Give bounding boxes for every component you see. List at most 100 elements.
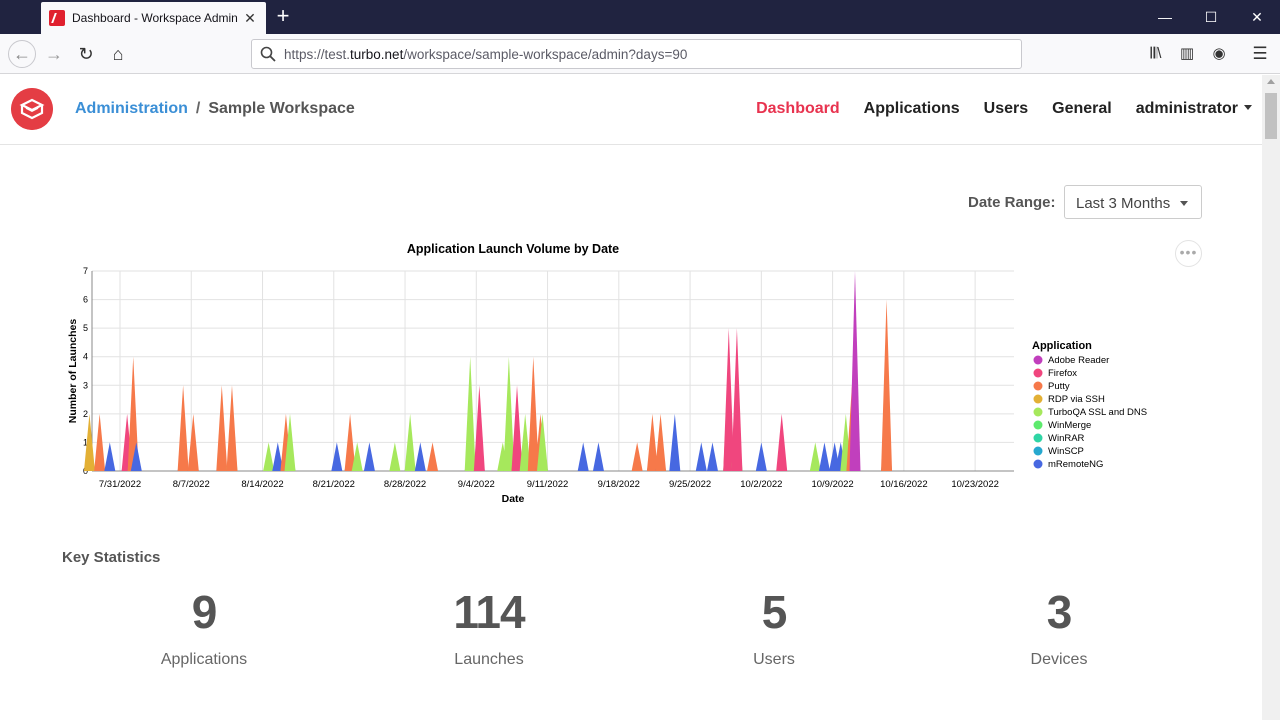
stat-value: 114 <box>453 586 525 638</box>
area-spike-mremoteng <box>272 442 284 471</box>
area-spike-turboqa-ssl-and-dns <box>809 442 821 471</box>
area-spike-putty <box>427 442 439 471</box>
legend-swatch <box>1033 420 1043 430</box>
date-range-select[interactable]: Last 3 Months <box>1064 185 1202 219</box>
x-tick-label: 8/7/2022 <box>173 479 210 490</box>
legend-item-label: Putty <box>1048 381 1070 392</box>
page-content: Administration / Sample Workspace Dashbo… <box>0 75 1262 720</box>
maximize-icon[interactable]: ☐ <box>1204 9 1218 25</box>
breadcrumb-administration-link[interactable]: Administration <box>75 100 188 117</box>
area-spike-mremoteng <box>363 442 375 471</box>
close-tab-icon[interactable]: ✕ <box>244 10 256 26</box>
date-range-value: Last 3 Months <box>1076 195 1171 212</box>
new-tab-plus-icon[interactable]: + <box>276 3 290 28</box>
x-tick-label: 10/2/2022 <box>740 479 782 490</box>
stat-value: 3 <box>1046 586 1073 638</box>
browser-tab[interactable]: Dashboard - Workspace Admin ✕ <box>41 2 266 34</box>
y-tick-label: 1 <box>83 437 88 447</box>
stat-label: Devices <box>1030 651 1088 668</box>
area-spike-putty <box>226 385 238 471</box>
area-spike-turboqa-ssl-and-dns <box>284 413 296 471</box>
nav-general[interactable]: General <box>1052 100 1112 117</box>
launch-volume-chart: 012345677/31/20228/7/20228/14/20228/21/2… <box>67 242 1147 505</box>
forward-arrow-icon[interactable]: → <box>45 44 63 64</box>
close-window-icon[interactable]: ✕ <box>1251 9 1263 25</box>
back-arrow-icon[interactable]: ← <box>8 40 36 68</box>
x-tick-label: 10/23/2022 <box>951 479 999 490</box>
area-spike-putty <box>127 356 139 471</box>
chart-more-options-icon[interactable]: ••• <box>1175 240 1202 267</box>
area-spike-turboqa-ssl-and-dns <box>263 442 275 471</box>
chevron-down-icon <box>1244 105 1252 110</box>
stat-label: Users <box>753 651 795 668</box>
stat-users: 5 Users <box>674 585 874 669</box>
area-spike-putty <box>881 299 893 471</box>
library-icon[interactable]: 𝄃𝄃\ <box>1150 45 1162 62</box>
home-icon[interactable]: ⌂ <box>112 44 124 64</box>
stat-label: Applications <box>160 651 248 668</box>
browser-titlebar: Dashboard - Workspace Admin ✕ + — ☐ ✕ <box>0 0 1280 34</box>
breadcrumb-current: Sample Workspace <box>208 100 355 117</box>
area-spike-firefox <box>511 385 523 471</box>
scrollbar-thumb[interactable] <box>1265 93 1277 139</box>
area-spike-mremoteng <box>755 442 767 471</box>
area-spike-putty <box>216 385 228 471</box>
area-spike-putty <box>655 413 667 471</box>
x-tick-label: 9/18/2022 <box>598 479 640 490</box>
scroll-up-arrow-icon[interactable] <box>1267 79 1275 84</box>
area-spike-firefox <box>776 413 788 471</box>
y-tick-label: 6 <box>83 295 88 305</box>
breadcrumb-separator: / <box>195 100 201 117</box>
area-spike-mremoteng <box>130 442 142 471</box>
y-axis-label: Number of Launches <box>67 319 79 424</box>
reload-icon[interactable]: ↻ <box>78 44 94 64</box>
area-spike-mremoteng <box>695 442 707 471</box>
turbo-logo-icon[interactable] <box>11 88 53 130</box>
nav-dashboard[interactable]: Dashboard <box>756 100 840 117</box>
page-scrollbar[interactable] <box>1262 75 1280 720</box>
area-spike-turboqa-ssl-and-dns <box>351 442 363 471</box>
account-icon[interactable]: ◉ <box>1212 45 1226 62</box>
legend-item-label: WinSCP <box>1048 446 1084 457</box>
legend-swatch <box>1033 459 1043 469</box>
area-spike-mremoteng <box>104 442 116 471</box>
legend-swatch <box>1033 433 1043 443</box>
user-menu[interactable]: administrator <box>1136 100 1252 118</box>
turbo-favicon-icon <box>49 10 65 26</box>
legend-item-label: WinMerge <box>1048 420 1091 431</box>
legend-swatch <box>1033 407 1043 417</box>
legend-item-label: TurboQA SSL and DNS <box>1048 407 1147 418</box>
legend-item-label: Firefox <box>1048 368 1077 379</box>
browser-toolbar: ← → ↻ ⌂ https://test.turbo.net/workspace… <box>0 34 1280 74</box>
date-range-label: Date Range: <box>968 194 1056 211</box>
x-tick-label: 8/14/2022 <box>241 479 283 490</box>
legend-title: Application <box>1032 340 1092 352</box>
breadcrumb: Administration / Sample Workspace <box>75 100 355 118</box>
area-spike-firefox <box>731 328 743 471</box>
legend-swatch <box>1033 381 1043 391</box>
x-tick-label: 9/25/2022 <box>669 479 711 490</box>
y-tick-label: 2 <box>83 409 88 419</box>
area-spike-turboqa-ssl-and-dns <box>404 413 416 471</box>
url-text: https://test.turbo.net/workspace/sample-… <box>284 46 688 62</box>
legend-item-label: WinRAR <box>1048 433 1085 444</box>
nav-applications[interactable]: Applications <box>863 100 960 117</box>
area-spike-adobe-reader <box>849 271 861 471</box>
y-tick-label: 7 <box>83 266 88 276</box>
key-statistics-title: Key Statistics <box>62 549 161 566</box>
stat-value: 5 <box>761 586 788 638</box>
legend-item-label: Adobe Reader <box>1048 355 1109 366</box>
area-spike-turboqa-ssl-and-dns <box>536 413 548 471</box>
minimize-icon[interactable]: — <box>1158 9 1172 25</box>
area-spike-turboqa-ssl-and-dns <box>519 413 531 471</box>
sidebar-icon[interactable]: ▥ <box>1179 45 1195 62</box>
nav-users[interactable]: Users <box>983 100 1029 117</box>
area-spike-putty <box>177 385 189 471</box>
area-spike-rdp-via-ssh <box>83 413 95 471</box>
top-nav: Dashboard Applications Users General adm… <box>756 100 1252 118</box>
tab-title: Dashboard - Workspace Admin <box>72 11 238 25</box>
menu-icon[interactable]: ☰ <box>1252 44 1268 63</box>
area-spike-firefox <box>473 385 485 471</box>
y-tick-label: 3 <box>83 380 88 390</box>
address-bar[interactable]: https://test.turbo.net/workspace/sample-… <box>251 39 1022 69</box>
